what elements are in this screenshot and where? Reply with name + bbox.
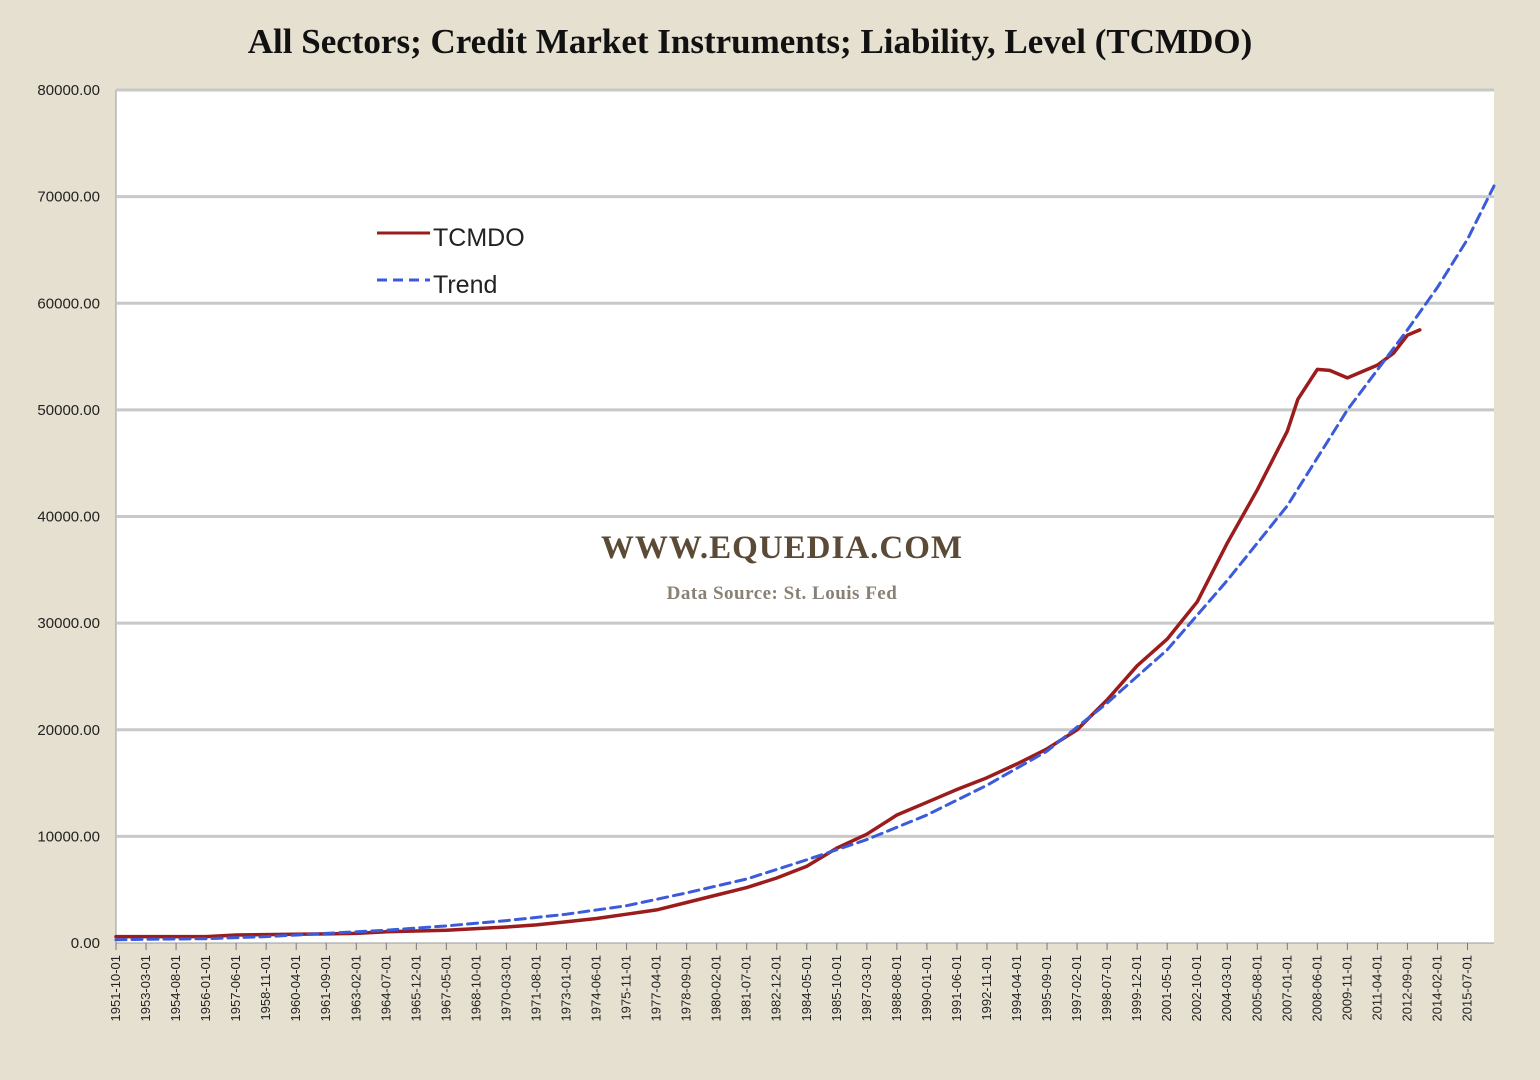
x-tick-label: 1992-11-01	[979, 955, 994, 1021]
x-tick-label: 1999-12-01	[1129, 955, 1144, 1022]
x-tick-label: 1981-07-01	[739, 955, 754, 1022]
series-line-trend	[114, 184, 1496, 942]
y-tick-label: 40000.00	[37, 509, 100, 526]
x-tick-label: 1991-06-01	[949, 955, 964, 1022]
x-tick-label: 1971-08-01	[528, 955, 543, 1022]
series-layer	[114, 184, 1496, 942]
x-tick-label: 2014-02-01	[1429, 955, 1444, 1022]
x-tick-label: 1975-11-01	[619, 955, 634, 1021]
chart-title: All Sectors; Credit Market Instruments; …	[248, 22, 1253, 61]
x-tick-label: 2015-07-01	[1460, 955, 1475, 1022]
watermark-site: WWW.EQUEDIA.COM	[601, 530, 963, 566]
x-tick-label: 1973-01-01	[559, 955, 574, 1022]
series-line-tcmdo	[114, 328, 1422, 939]
x-tick-label: 2004-03-01	[1219, 955, 1234, 1022]
x-tick-label: 2001-05-01	[1159, 955, 1174, 1022]
x-tick-label: 1982-12-01	[769, 955, 784, 1022]
x-tick-label: 1953-03-01	[138, 955, 153, 1022]
x-tick-label: 2011-04-01	[1369, 955, 1384, 1021]
legend-label-trend: Trend	[433, 271, 497, 299]
x-tick-label: 1965-12-01	[408, 955, 423, 1022]
legend: TCMDO Trend	[377, 224, 525, 299]
x-tick-label: 1994-04-01	[1009, 955, 1024, 1022]
y-tick-label: 50000.00	[37, 402, 100, 419]
x-tick-label: 1957-06-01	[228, 955, 243, 1022]
x-tick-labels: 1951-10-01 1953-03-01 1954-08-01 1956-01-01…	[108, 943, 1475, 1022]
x-tick-label: 1964-07-01	[378, 955, 393, 1022]
x-tick-label: 1990-01-01	[919, 955, 934, 1022]
x-tick-label: 1997-02-01	[1069, 955, 1084, 1022]
x-tick-label: 2008-06-01	[1309, 955, 1324, 1022]
x-tick-label: 1977-04-01	[649, 955, 664, 1022]
y-tick-label: 60000.00	[37, 295, 100, 312]
x-tick-label: 1956-01-01	[198, 955, 213, 1022]
y-tick-label: 80000.00	[37, 82, 100, 99]
x-tick-label: 1987-03-01	[859, 955, 874, 1022]
x-tick-label: 2005-08-01	[1249, 955, 1264, 1022]
x-tick-label: 1980-02-01	[709, 955, 724, 1022]
y-tick-label: 0.00	[71, 935, 100, 952]
x-tick-label: 1988-08-01	[889, 955, 904, 1022]
watermark-source: Data Source: St. Louis Fed	[667, 583, 898, 604]
x-tick-label: 1995-09-01	[1039, 955, 1054, 1022]
x-tick-label: 1985-10-01	[829, 955, 844, 1022]
x-tick-label: 1958-11-01	[258, 955, 273, 1021]
x-tick-label: 2009-11-01	[1339, 955, 1354, 1021]
x-tick-label: 1974-06-01	[589, 955, 604, 1022]
x-tick-label: 1960-04-01	[288, 955, 303, 1022]
y-tick-label: 70000.00	[37, 189, 100, 206]
watermark: WWW.EQUEDIA.COM Data Source: St. Louis F…	[601, 530, 963, 604]
y-tick-label: 20000.00	[37, 722, 100, 739]
x-tick-label: 2002-10-01	[1189, 955, 1204, 1022]
x-tick-label: 1984-05-01	[799, 955, 814, 1022]
y-tick-labels: 0.00 10000.00 20000.00 30000.00 40000.00 5000…	[37, 82, 100, 952]
legend-label-tcmdo: TCMDO	[433, 224, 525, 252]
x-tick-label: 1954-08-01	[168, 955, 183, 1022]
x-tick-label: 2012-09-01	[1399, 955, 1414, 1022]
x-tick-label: 1998-07-01	[1099, 955, 1114, 1022]
y-tick-label: 30000.00	[37, 615, 100, 632]
x-tick-label: 1970-03-01	[498, 955, 513, 1022]
x-tick-label: 1968-10-01	[468, 955, 483, 1022]
x-tick-label: 1961-09-01	[318, 955, 333, 1022]
x-tick-label: 1951-10-01	[108, 955, 123, 1022]
x-tick-label: 1967-05-01	[438, 955, 453, 1022]
x-tick-label: 2007-01-01	[1279, 955, 1294, 1022]
x-tick-label: 1978-09-01	[679, 955, 694, 1022]
x-tick-label: 1963-02-01	[348, 955, 363, 1022]
gridlines	[116, 88, 1494, 838]
y-tick-label: 10000.00	[37, 828, 100, 845]
